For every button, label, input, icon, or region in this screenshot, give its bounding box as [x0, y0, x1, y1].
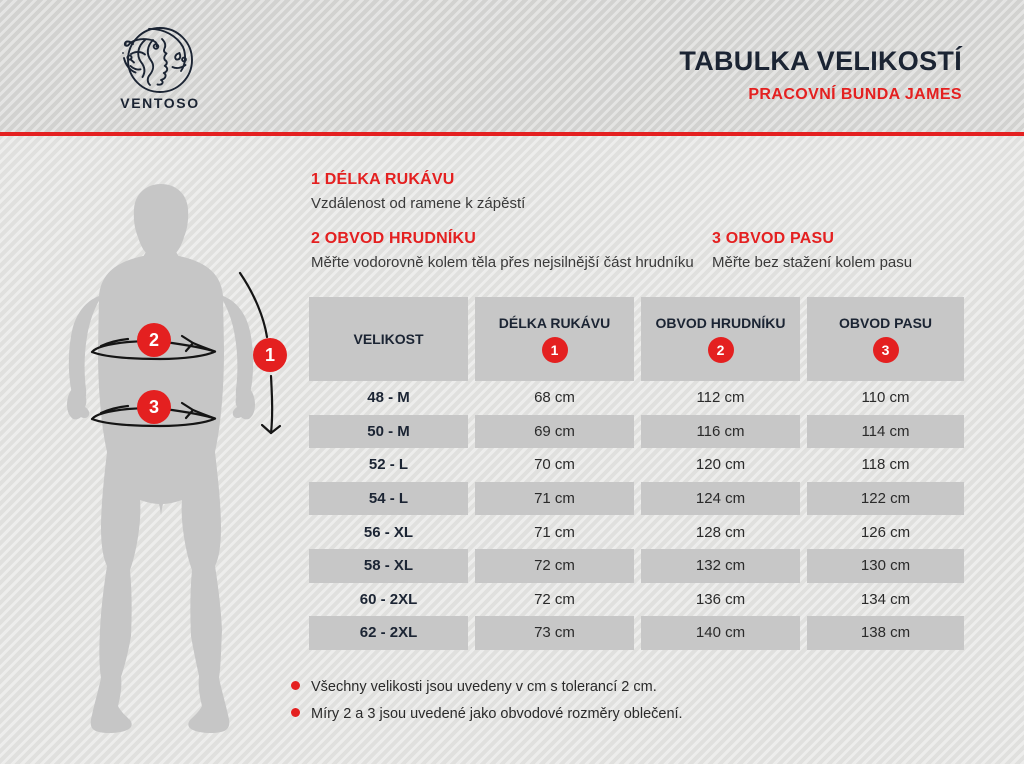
svg-text:3: 3 — [149, 397, 159, 417]
svg-text:1: 1 — [265, 345, 275, 365]
svg-text:2: 2 — [149, 330, 159, 350]
